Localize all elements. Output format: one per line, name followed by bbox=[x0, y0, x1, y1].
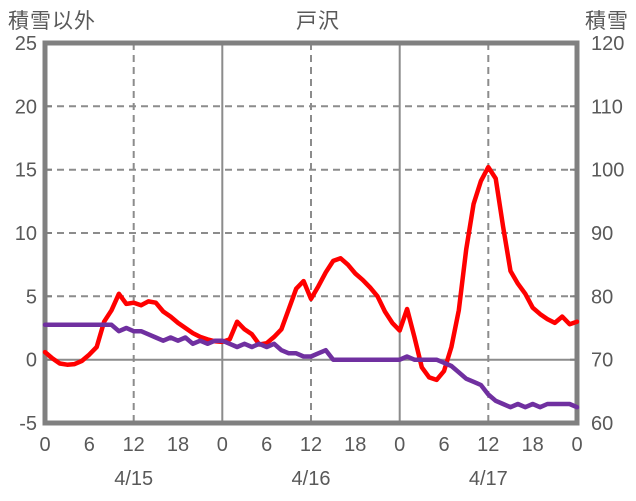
chart-title: 戸沢 bbox=[296, 10, 340, 33]
x-axis-tick-label: 12 bbox=[300, 434, 322, 456]
right-axis-tick-label: 120 bbox=[591, 33, 624, 55]
x-axis-tick-label: 6 bbox=[84, 434, 95, 456]
x-axis-tick-label: 0 bbox=[394, 434, 405, 456]
x-axis-tick-label: 6 bbox=[438, 434, 449, 456]
left-axis-tick-label: 15 bbox=[15, 160, 37, 182]
left-axis-tick-label: 10 bbox=[15, 223, 37, 245]
x-axis-tick-label: 0 bbox=[217, 434, 228, 456]
left-axis-tick-label: -5 bbox=[19, 413, 37, 435]
right-axis-tick-label: 110 bbox=[591, 96, 623, 118]
left-axis-title: 積雪以外 bbox=[8, 10, 96, 33]
right-axis-tick-label: 70 bbox=[591, 350, 613, 372]
x-axis-tick-label: 18 bbox=[167, 434, 189, 456]
left-axis-tick-label: 5 bbox=[26, 286, 37, 308]
right-axis-tick-label: 80 bbox=[591, 286, 613, 308]
x-axis-tick-label: 18 bbox=[522, 434, 544, 456]
x-axis-tick-label: 12 bbox=[123, 434, 145, 456]
x-axis-tick-label: 18 bbox=[344, 434, 366, 456]
left-axis-tick-label: 25 bbox=[15, 33, 37, 55]
x-axis-tick-label: 6 bbox=[261, 434, 272, 456]
right-axis-title: 積雪 bbox=[585, 10, 629, 33]
series-other-than-snow-line bbox=[42, 164, 580, 383]
left-axis-tick-label: 20 bbox=[15, 96, 37, 118]
x-axis-date-label: 4/16 bbox=[292, 468, 331, 490]
series-snow-depth-line bbox=[42, 322, 580, 410]
x-axis-date-label: 4/15 bbox=[114, 468, 153, 490]
x-axis-tick-label: 0 bbox=[571, 434, 582, 456]
right-axis-tick-label: 90 bbox=[591, 223, 613, 245]
x-axis-tick-label: 12 bbox=[477, 434, 499, 456]
x-axis-date-label: 4/17 bbox=[469, 468, 508, 490]
right-axis-tick-label: 100 bbox=[591, 160, 624, 182]
right-axis-tick-label: 60 bbox=[591, 413, 613, 435]
left-axis-tick-label: 0 bbox=[26, 350, 37, 372]
x-axis-tick-label: 0 bbox=[39, 434, 50, 456]
